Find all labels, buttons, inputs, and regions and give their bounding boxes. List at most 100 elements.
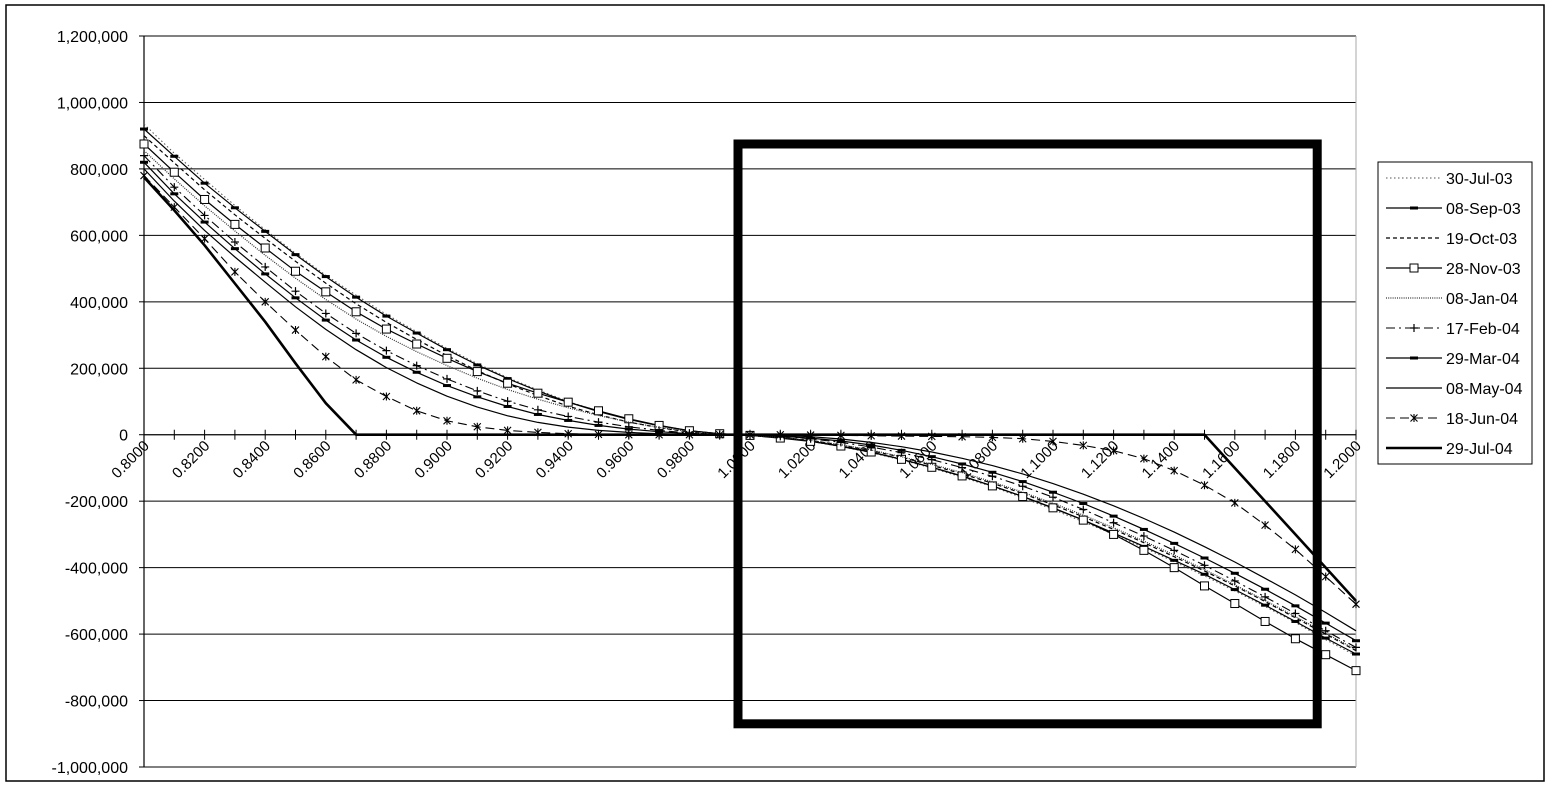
data-point <box>1170 546 1179 555</box>
y-tick-label: 0 <box>119 428 128 445</box>
data-point <box>443 348 451 352</box>
legend-label: 19-Oct-03 <box>1446 231 1517 248</box>
data-point <box>1018 480 1027 484</box>
series-line <box>143 175 1357 605</box>
data-point <box>412 339 422 349</box>
data-point <box>1261 603 1270 607</box>
data-point <box>1410 356 1418 360</box>
data-point <box>1321 626 1330 635</box>
y-tick-label: 400,000 <box>70 295 128 312</box>
legend-item: 08-Jan-04 <box>1386 291 1518 308</box>
data-point <box>1260 616 1270 626</box>
data-point <box>169 167 179 177</box>
data-point <box>291 326 300 335</box>
data-point <box>412 370 421 374</box>
data-point <box>260 243 270 253</box>
data-point <box>473 422 482 431</box>
data-point <box>1410 414 1418 422</box>
data-point <box>1261 592 1270 601</box>
data-point <box>443 384 451 388</box>
data-point <box>1109 446 1118 455</box>
data-point <box>533 388 543 398</box>
data-point <box>382 392 391 401</box>
y-tick-label: 1,200,000 <box>57 29 128 46</box>
data-point <box>230 206 239 210</box>
data-point <box>1291 619 1300 623</box>
data-point <box>1291 545 1300 554</box>
data-point <box>594 423 603 427</box>
series-19-Oct-03 <box>143 135 1357 652</box>
data-point <box>1078 515 1088 525</box>
data-point <box>1352 600 1360 609</box>
data-point <box>352 375 360 384</box>
data-point <box>1200 481 1209 490</box>
data-point <box>382 346 391 355</box>
data-point <box>473 395 482 399</box>
data-point <box>443 374 451 383</box>
legend-label: 17-Feb-04 <box>1446 321 1520 338</box>
data-point <box>594 406 603 416</box>
data-point <box>1290 634 1300 644</box>
data-point <box>1139 545 1149 555</box>
legend-item: 08-May-04 <box>1386 381 1523 398</box>
data-point <box>1261 587 1270 591</box>
data-point <box>503 404 512 408</box>
data-point <box>1321 621 1330 625</box>
data-point <box>503 377 512 381</box>
data-point <box>1230 571 1239 575</box>
legend-label: 28-Nov-03 <box>1446 261 1521 278</box>
y-tick-label: -600,000 <box>65 627 128 644</box>
data-point <box>987 481 997 491</box>
y-tick-label: -200,000 <box>65 494 128 511</box>
data-point <box>291 287 300 296</box>
series-layer <box>139 123 1361 676</box>
data-point <box>1049 437 1057 446</box>
data-point <box>291 266 300 276</box>
data-point <box>261 272 270 276</box>
legend-box <box>1377 161 1533 465</box>
data-point <box>261 229 270 233</box>
y-tick-label: -1,000,000 <box>51 760 128 777</box>
data-point <box>351 307 361 317</box>
legend-label: 08-Sep-03 <box>1446 201 1521 218</box>
data-point <box>261 297 270 306</box>
data-point <box>1230 588 1239 592</box>
data-point <box>1109 529 1119 539</box>
legend-label: 29-Jul-04 <box>1446 441 1513 458</box>
legend-item: 08-Sep-03 <box>1386 201 1521 218</box>
data-point <box>867 443 876 447</box>
data-point <box>1170 541 1179 545</box>
data-point <box>352 338 361 342</box>
data-point <box>1018 492 1028 502</box>
data-point <box>1352 652 1360 656</box>
data-point <box>170 183 179 192</box>
data-point <box>1109 518 1118 527</box>
data-point <box>1170 466 1179 475</box>
data-point <box>140 127 148 131</box>
data-point <box>412 361 421 370</box>
data-point <box>412 406 421 415</box>
data-point <box>503 378 513 388</box>
data-point <box>472 367 482 377</box>
data-point <box>261 262 270 271</box>
data-point <box>443 416 451 425</box>
data-point <box>291 253 300 257</box>
data-point <box>1018 434 1027 443</box>
data-point <box>1352 639 1360 643</box>
data-point <box>1079 505 1088 514</box>
highlight-box <box>733 139 1322 729</box>
data-point <box>1321 572 1330 581</box>
chart-border <box>5 4 1545 782</box>
data-point <box>1018 482 1027 491</box>
data-point <box>1140 454 1148 463</box>
data-point <box>1230 576 1239 585</box>
legend-item: 28-Nov-03 <box>1386 261 1521 278</box>
data-point <box>1410 324 1418 332</box>
legend-item: 29-Jul-04 <box>1386 441 1513 458</box>
data-point <box>1139 532 1148 541</box>
data-point <box>1261 521 1269 530</box>
y-tick-label: -400,000 <box>65 561 128 578</box>
data-point <box>170 192 179 196</box>
data-point <box>473 386 482 395</box>
